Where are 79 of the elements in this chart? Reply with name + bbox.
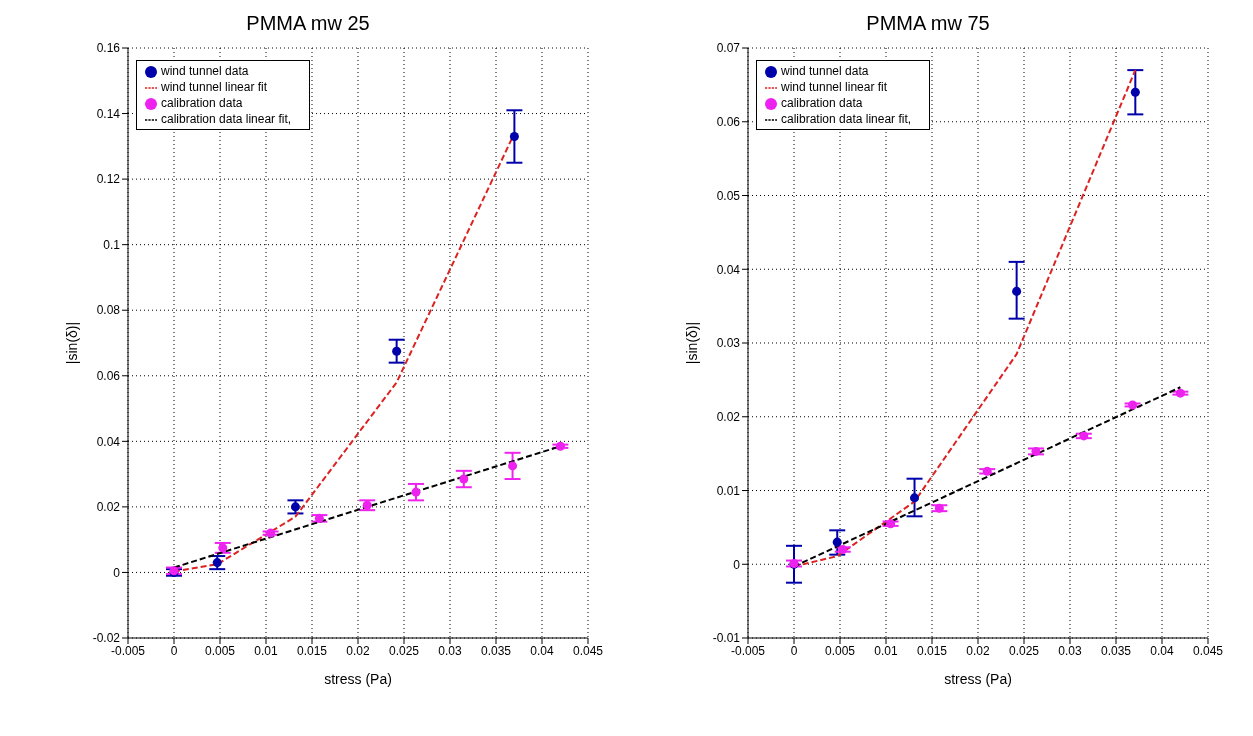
x-tick-label: 0.015 (916, 643, 948, 658)
point (886, 519, 896, 529)
legend-label: calibration data (781, 96, 863, 110)
y-tick-label: 0 (733, 557, 741, 572)
point (555, 441, 565, 451)
x-tick-label: 0.035 (1100, 643, 1132, 658)
y-tick-label: 0.04 (716, 262, 741, 277)
x-axis-title: stress (Pa) (944, 671, 1012, 687)
y-tick-label: 0.08 (96, 303, 121, 318)
point (459, 474, 469, 484)
point (934, 503, 944, 513)
legend-label: wind tunnel data (781, 64, 869, 78)
x-tick-label: 0.01 (874, 643, 898, 658)
point (1012, 286, 1022, 296)
point (290, 502, 300, 512)
point (392, 346, 402, 356)
x-tick-label: 0.04 (530, 643, 554, 658)
x-tick-label: 0 (790, 643, 798, 658)
point (910, 493, 920, 503)
x-tick-label: 0.02 (346, 643, 370, 658)
legend-label: calibration data linear fit, (161, 112, 292, 126)
point (1031, 446, 1041, 456)
y-tick-label: 0 (113, 565, 121, 580)
y-tick-label: 0.02 (96, 500, 121, 515)
point (1130, 87, 1140, 97)
x-tick-label: 0 (170, 643, 178, 658)
point (362, 500, 372, 510)
x-tick-label: 0.01 (254, 643, 278, 658)
y-tick-label: 0.05 (716, 188, 741, 203)
x-tick-label: 0.005 (824, 643, 856, 658)
chart-title: PMMA mw 75 (865, 11, 991, 36)
y-tick-label: 0.06 (716, 115, 741, 130)
y-tick-label: 0.16 (96, 41, 121, 56)
point (212, 558, 222, 568)
point (838, 544, 848, 555)
legend-label: calibration data (161, 96, 243, 110)
x-tick-label: 0.02 (966, 643, 990, 658)
x-tick-label: 0.025 (388, 643, 420, 658)
point (982, 466, 992, 476)
y-tick-label: 0.01 (716, 483, 741, 498)
y-tick-label: 0.04 (96, 434, 121, 449)
y-tick-label: -0.02 (92, 631, 121, 646)
legend-label: wind tunnel linear fit (161, 80, 268, 94)
x-tick-label: 0.03 (438, 643, 462, 658)
y-tick-label: 0.14 (96, 106, 121, 121)
x-tick-label: -0.005 (730, 643, 766, 658)
point (1128, 400, 1138, 410)
x-tick-label: 0.005 (204, 643, 236, 658)
x-tick-label: 0.015 (296, 643, 328, 658)
legend-label: calibration data linear fit, (781, 112, 912, 126)
x-tick-label: 0.03 (1058, 643, 1082, 658)
point (832, 537, 842, 547)
y-tick-label: 0.06 (96, 369, 121, 384)
x-axis-title: stress (Pa) (324, 671, 392, 687)
y-tick-label: 0.02 (716, 410, 741, 425)
y-tick-label: 0.12 (96, 172, 121, 187)
point (509, 131, 519, 142)
y-axis-title: |sin(δ)| (683, 321, 700, 365)
y-tick-label: 0.07 (716, 41, 741, 56)
chart-title: PMMA mw 25 (245, 11, 371, 36)
y-tick-label: 0.03 (716, 336, 741, 351)
y-axis-title: |sin(δ)| (63, 321, 80, 365)
x-tick-label: 0.04 (1150, 643, 1174, 658)
point (1175, 388, 1185, 398)
point (266, 528, 276, 538)
x-tick-label: 0.045 (1192, 643, 1224, 658)
y-tick-label: 0.1 (103, 237, 121, 252)
point (1079, 431, 1089, 441)
point (314, 513, 324, 523)
point (218, 543, 228, 553)
x-tick-label: -0.005 (110, 643, 146, 658)
x-tick-label: 0.035 (480, 643, 512, 658)
y-tick-label: -0.01 (712, 631, 741, 646)
x-tick-label: 0.025 (1008, 643, 1040, 658)
legend-label: wind tunnel data (161, 64, 249, 78)
point (411, 487, 421, 497)
x-tick-label: 0.045 (572, 643, 604, 658)
point (508, 461, 518, 471)
legend-label: wind tunnel linear fit (781, 80, 888, 94)
